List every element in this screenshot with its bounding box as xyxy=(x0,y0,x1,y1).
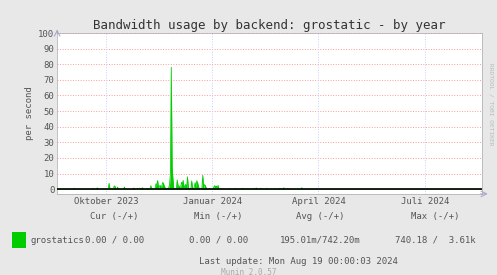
Text: 0.00 / 0.00: 0.00 / 0.00 xyxy=(85,236,144,244)
Text: Avg (-/+): Avg (-/+) xyxy=(296,212,345,221)
Y-axis label: per second: per second xyxy=(25,87,34,140)
Text: Min (-/+): Min (-/+) xyxy=(194,212,243,221)
Text: 195.01m/742.20m: 195.01m/742.20m xyxy=(280,236,361,244)
Title: Bandwidth usage by backend: grostatic - by year: Bandwidth usage by backend: grostatic - … xyxy=(93,19,446,32)
Text: Max (-/+): Max (-/+) xyxy=(411,212,459,221)
Text: 740.18 /  3.61k: 740.18 / 3.61k xyxy=(395,236,475,244)
Text: Last update: Mon Aug 19 00:00:03 2024: Last update: Mon Aug 19 00:00:03 2024 xyxy=(199,257,398,266)
Text: Cur (-/+): Cur (-/+) xyxy=(90,212,139,221)
Text: Munin 2.0.57: Munin 2.0.57 xyxy=(221,268,276,275)
Text: RRDTOOL / TOBI OETIKER: RRDTOOL / TOBI OETIKER xyxy=(489,63,494,146)
Text: 0.00 / 0.00: 0.00 / 0.00 xyxy=(189,236,248,244)
Text: grostatics: grostatics xyxy=(31,236,84,244)
